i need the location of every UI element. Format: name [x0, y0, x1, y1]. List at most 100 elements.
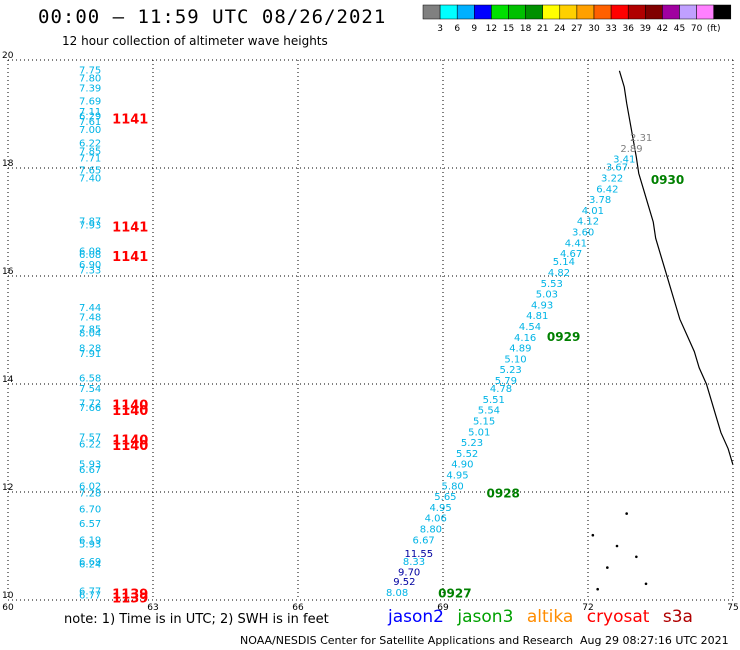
pass-time-label: 0927: [438, 586, 471, 600]
wave-height-label: 5.51: [483, 395, 505, 406]
wave-height-label: 4.54: [519, 322, 541, 333]
colorbar-label: (ft): [707, 24, 721, 34]
wave-height-label: 3.41: [613, 155, 635, 166]
wave-height-label: 7.93: [79, 220, 101, 231]
wave-height-label: 5.14: [553, 257, 575, 268]
colorbar-label: 15: [503, 24, 514, 34]
sat-altika: altika: [526, 607, 574, 627]
sat-s3a: s3a: [662, 607, 693, 627]
wave-height-label: 4.41: [565, 238, 587, 249]
colorbar-label: 12: [486, 24, 497, 34]
wave-height-label: 6.24: [79, 560, 101, 571]
page-subtitle: 12 hour collection of altimeter wave hei…: [62, 34, 328, 48]
wave-height-label: 7.71: [79, 154, 101, 165]
wave-height-label: 5.53: [541, 279, 563, 290]
pass-time-label: 1140: [112, 399, 148, 414]
island-marker: [596, 587, 599, 591]
island-marker: [606, 566, 609, 569]
wave-height-label: 7.33: [79, 265, 101, 276]
wave-height-label: 8.80: [420, 525, 442, 536]
x-tick-label: 60: [2, 603, 14, 613]
y-tick-label: 16: [2, 267, 14, 277]
wave-height-label: 8.33: [403, 557, 425, 568]
colorbar-label: 45: [674, 24, 685, 34]
wave-height-label: 9.70: [398, 568, 420, 579]
colorbar-label: 24: [554, 24, 566, 34]
wave-height-label: 6.02: [79, 481, 101, 492]
footer-note: note: 1) Time is in UTC; 2) SWH is in fe…: [64, 612, 329, 627]
wave-height-label: 4.01: [582, 206, 604, 217]
page-title: 00:00 – 11:59 UTC 08/26/2021: [38, 6, 387, 28]
wave-height-label: 4.16: [514, 333, 536, 344]
wave-height-label: 6.19: [79, 535, 101, 546]
wave-height-label: 4.67: [560, 249, 582, 260]
wave-height-label: 7.39: [79, 83, 101, 94]
x-tick-label: 75: [727, 603, 738, 613]
wave-height-label: 4.89: [509, 344, 531, 355]
wave-height-label: 3.22: [601, 174, 623, 185]
colorbar-label: 30: [588, 24, 600, 34]
wave-height-label: 9.52: [393, 577, 415, 588]
wave-height-label: 6.22: [79, 138, 101, 149]
y-tick-label: 10: [2, 591, 14, 601]
wave-height-label: 5.23: [500, 365, 522, 376]
wave-height-label: 6.42: [596, 184, 618, 195]
wave-height-label: 3.60: [572, 228, 594, 239]
wave-height-label: 7.65: [79, 165, 101, 176]
wave-height-label: 7.00: [79, 125, 101, 136]
island-marker: [625, 512, 628, 515]
wave-height-label: 4.95: [429, 503, 451, 514]
wave-height-label: 7.69: [79, 96, 101, 107]
wave-height-label: 7.75: [79, 66, 101, 77]
wave-height-label: 7.40: [79, 174, 101, 185]
wave-height-label: 7.72: [79, 399, 101, 410]
wave-height-label: 5.93: [79, 460, 101, 471]
wave-height-label: 4.06: [425, 514, 447, 525]
wave-height-label: 6.77: [79, 587, 101, 598]
wave-height-label: 5.01: [468, 427, 490, 438]
colorbar-label: 33: [605, 24, 616, 34]
wave-height-label: 6.67: [79, 465, 101, 476]
colorbar-label: 9: [471, 24, 477, 34]
wave-height-label: 11.55: [405, 549, 434, 560]
wave-height-label: 7.85: [79, 325, 101, 336]
wave-height-label: 4.78: [490, 384, 512, 395]
island-marker: [591, 533, 595, 537]
island-marker: [635, 555, 638, 559]
wave-height-label: 5.80: [442, 481, 464, 492]
wave-height-label: 7.57: [79, 433, 101, 444]
satellite-legend: jason2 jason3 altika cryosat s3a: [388, 607, 701, 627]
wave-height-label: 5.15: [473, 417, 495, 428]
x-tick-label: 69: [437, 603, 449, 613]
wave-height-label: 6.57: [79, 519, 101, 530]
wave-height-label: 6.67: [413, 535, 435, 546]
wave-height-label: 3.67: [606, 163, 628, 174]
wave-height-label: 4.12: [577, 217, 599, 228]
y-tick-label: 12: [2, 483, 13, 493]
wave-height-label: 7.48: [79, 312, 101, 323]
wave-height-label: 6.08: [79, 250, 101, 261]
wave-height-label: 2.89: [620, 144, 642, 155]
wave-height-label: 5.93: [79, 540, 101, 551]
wave-height-label: 6.77: [79, 590, 101, 601]
pass-time-label: 0930: [651, 173, 684, 187]
pass-time-label: 0928: [487, 486, 520, 500]
wave-height-label: 6.08: [79, 246, 101, 257]
wave-height-label: 5.10: [504, 354, 526, 365]
wave-height-label: 7.54: [79, 384, 101, 395]
wave-height-label: 5.03: [536, 290, 558, 301]
wave-height-label: 5.52: [456, 449, 478, 460]
wave-height-label: 7.87: [79, 217, 101, 228]
colorbar-label: 6: [454, 24, 460, 34]
wave-height-label: 6.22: [79, 440, 101, 451]
wave-height-label: 8.28: [79, 344, 101, 355]
y-tick-label: 18: [2, 159, 14, 169]
colorbar-legend: 3 6 9 12 15 18 21 24 27 30 33 36 39 42 45 70 (ft): [422, 4, 732, 34]
wave-height-label: 2.31: [630, 133, 652, 144]
x-tick-label: 72: [582, 603, 593, 613]
y-tick-label: 20: [2, 51, 14, 61]
colorbar-label: 39: [640, 24, 652, 34]
wave-height-label: 6.69: [79, 557, 101, 568]
wave-height-label: 8.08: [386, 588, 408, 599]
